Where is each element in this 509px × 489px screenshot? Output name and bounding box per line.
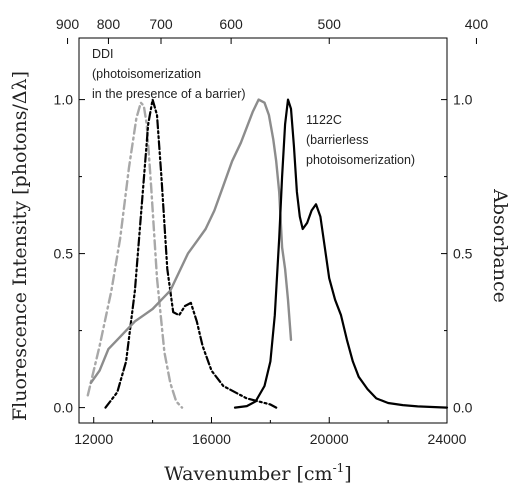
series-line-2 bbox=[104, 98, 278, 409]
series-line-4 bbox=[233, 98, 449, 409]
top-tick-label: 800 bbox=[97, 16, 121, 32]
x-axis-title-superscript: -1 bbox=[333, 461, 345, 475]
y-axis-title-left: Fluorescence Intensity [photons/Δλ] bbox=[9, 71, 31, 421]
y-tick-label-right: 0.5 bbox=[453, 246, 473, 262]
plot-frame bbox=[78, 37, 448, 424]
annotation-ddi-line2: (photoisomerization bbox=[92, 67, 201, 81]
top-tick-label: 500 bbox=[318, 16, 342, 32]
axes-layer: 12000 16000 20000 24000 900 800 700 600 500 400 0.… bbox=[54, 16, 489, 447]
annotation-1122c-line2: (barrierless bbox=[306, 133, 369, 147]
y-axis-title-right: Absorbance bbox=[489, 188, 509, 303]
top-tick-label: 900 bbox=[56, 16, 80, 32]
y-tick-label-right: 1.0 bbox=[453, 92, 473, 108]
x-tick-label: 16000 bbox=[192, 431, 231, 447]
y-tick-label-left: 1.0 bbox=[54, 92, 74, 108]
series-line-1 bbox=[86, 101, 184, 409]
x-tick-label: 24000 bbox=[428, 431, 467, 447]
x-tick-label: 12000 bbox=[74, 431, 113, 447]
series-line-3 bbox=[89, 98, 293, 385]
annotation-1122c-line3: photoisomerization) bbox=[306, 153, 415, 167]
y-tick-label-right: 0.0 bbox=[453, 400, 473, 416]
top-tick-label: 600 bbox=[219, 16, 243, 32]
annotation-1122c-line1: 1122C bbox=[306, 113, 342, 127]
top-tick-label: 700 bbox=[149, 16, 173, 32]
top-tick-label: 400 bbox=[465, 16, 489, 32]
series-layer bbox=[86, 98, 449, 409]
x-axis-title: Wavenumber [cm-1] bbox=[164, 461, 351, 485]
y-tick-label-left: 0.0 bbox=[54, 400, 74, 416]
annotation-ddi-line3: in the presence of a barrier) bbox=[92, 87, 246, 101]
x-tick-label: 20000 bbox=[310, 431, 349, 447]
y-tick-label-left: 0.5 bbox=[54, 246, 74, 262]
annotation-ddi-line1: DDI bbox=[92, 47, 114, 61]
